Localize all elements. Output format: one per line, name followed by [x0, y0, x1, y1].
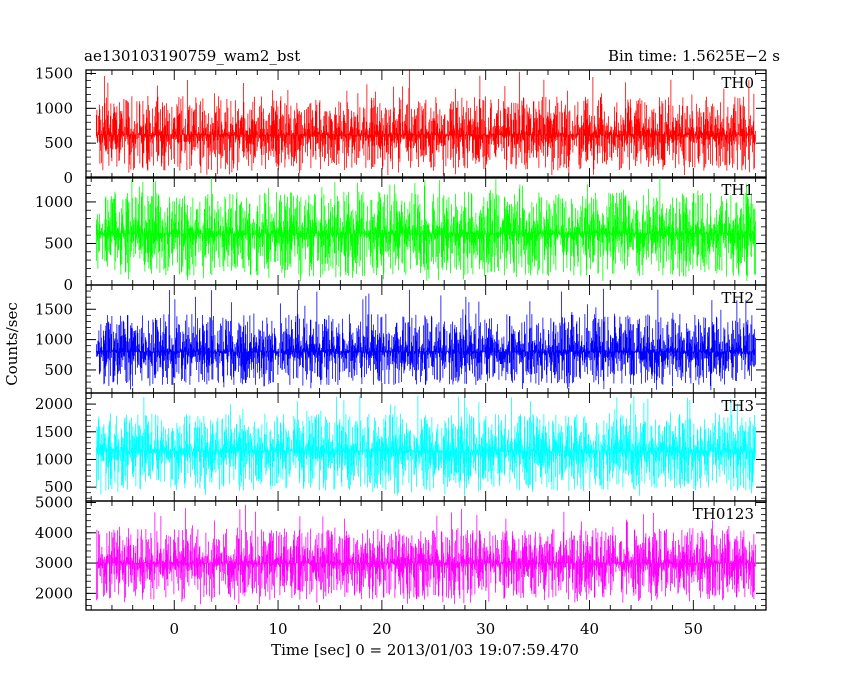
y-tick-label: 4000 — [35, 524, 73, 542]
series-line-th1 — [95, 177, 756, 282]
y-axis-label: Counts/sec — [3, 302, 21, 386]
y-tick-label: 500 — [44, 234, 73, 252]
panel-th0: 0 500 1000 1500 TH0 — [35, 64, 767, 187]
y-tick-label: 1000 — [35, 193, 73, 211]
x-tick-label: 50 — [684, 620, 703, 638]
series-line-th0123 — [95, 504, 756, 605]
panel-label-th0: TH0 — [721, 74, 754, 92]
series-line-th0 — [95, 70, 756, 176]
x-tick-label: 20 — [372, 620, 391, 638]
y-tick-label: 1500 — [35, 423, 73, 441]
panel-frame — [85, 500, 767, 611]
y-tick-label: 1000 — [35, 331, 73, 349]
x-tick-label: 30 — [476, 620, 495, 638]
y-tick-label: 500 — [44, 478, 73, 496]
series-line-th2 — [95, 288, 756, 391]
panel-th0123: 2000 3000 4000 5000 TH0123 — [35, 494, 767, 611]
panels-layer: 050010001500TH005001000TH150010001500TH2… — [35, 64, 767, 638]
x-axis-label: Time [sec] 0 = 2013/01/03 19:07:59.470 — [271, 641, 579, 659]
panel-label-th0123: TH0123 — [693, 505, 754, 523]
y-tick-label: 1000 — [35, 99, 73, 117]
x-tick-label: 0 — [169, 620, 179, 638]
y-tick-label: 2000 — [35, 584, 73, 602]
panel-label-th1: TH1 — [721, 181, 754, 199]
panel-th1: 0 500 1000 TH1 — [35, 176, 767, 294]
y-tick-label: 0 — [63, 276, 73, 294]
y-tick-label: 3000 — [35, 554, 73, 572]
y-tick-label: 5000 — [35, 494, 73, 512]
y-tick-label: 2000 — [35, 395, 73, 413]
chart-title: ae130103190759_wam2_bst — [84, 47, 300, 65]
panel-th3: 500 1000 1500 2000 TH3 — [35, 392, 767, 502]
y-tick-label: 1500 — [35, 300, 73, 318]
y-tick-label: 0 — [63, 169, 73, 187]
y-tick-label: 500 — [44, 361, 73, 379]
x-tick-label: 40 — [580, 620, 599, 638]
panel-th2: 500 1000 1500 TH2 — [35, 284, 767, 394]
panel-label-th3: TH3 — [721, 397, 754, 415]
y-tick-label: 1000 — [35, 450, 73, 468]
y-tick-label: 1500 — [35, 64, 73, 82]
panel-frame — [85, 69, 767, 179]
y-tick-label: 500 — [44, 134, 73, 152]
panel-label-th2: TH2 — [721, 289, 754, 307]
bin-time-label: Bin time: 1.5625E−2 s — [608, 47, 780, 65]
x-tick-label: 10 — [269, 620, 288, 638]
series-line-th3 — [95, 395, 756, 496]
